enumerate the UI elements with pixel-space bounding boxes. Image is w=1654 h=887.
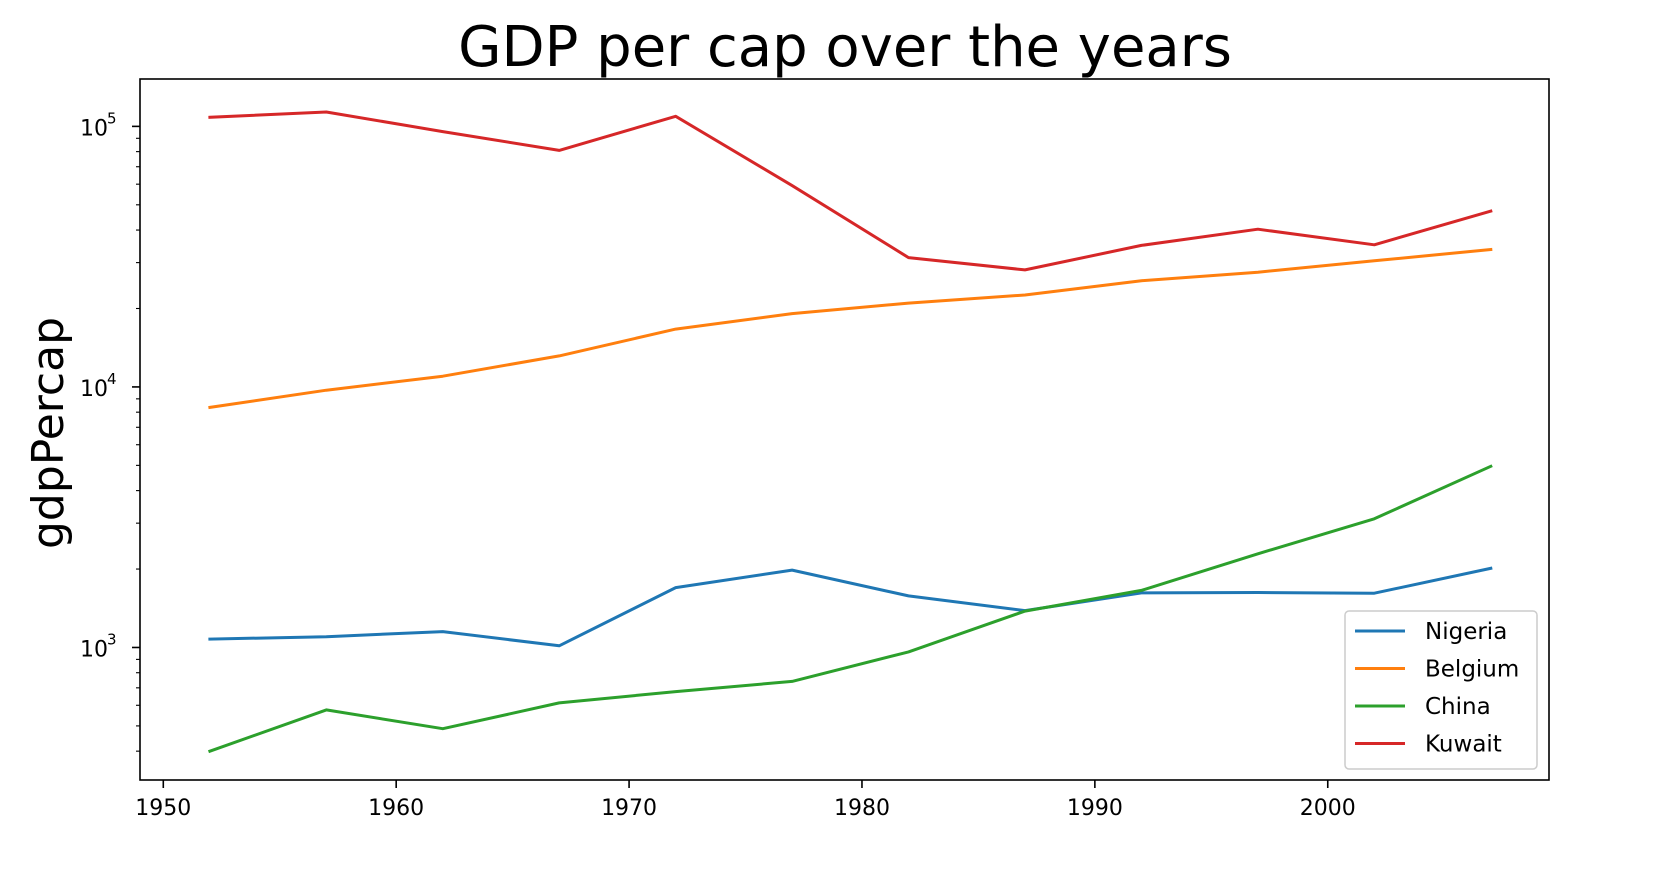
y-tick-label: 10 bbox=[80, 377, 108, 402]
y-tick-label: 10 bbox=[80, 637, 108, 662]
x-tick-label: 1970 bbox=[601, 796, 657, 821]
chart-title: GDP per cap over the years bbox=[458, 15, 1232, 80]
x-tick-label: 2000 bbox=[1300, 796, 1356, 821]
x-tick-label: 1950 bbox=[135, 796, 191, 821]
y-tick-exponent: 3 bbox=[107, 630, 117, 648]
x-tick-label: 1980 bbox=[834, 796, 890, 821]
series-line-belgium bbox=[208, 247, 1493, 410]
y-tick-label: 10 bbox=[80, 116, 108, 141]
series-line-nigeria bbox=[208, 566, 1493, 648]
x-axis: 1950 1960 1970 1980 1990 2000 bbox=[135, 780, 1356, 821]
x-tick-label: 1990 bbox=[1067, 796, 1123, 821]
plot-frame bbox=[139, 78, 1550, 781]
legend-label-kuwait: Kuwait bbox=[1425, 732, 1502, 758]
plot-lines bbox=[207, 110, 1493, 754]
legend: Nigeria Belgium China Kuwait bbox=[1344, 610, 1538, 770]
legend-label-belgium: Belgium bbox=[1425, 657, 1519, 683]
legend-box bbox=[1344, 610, 1538, 770]
legend-label-nigeria: Nigeria bbox=[1425, 619, 1507, 645]
y-axis-label: gdpPercap bbox=[23, 317, 74, 549]
x-tick-label: 1960 bbox=[368, 796, 424, 821]
series-line-kuwait bbox=[208, 110, 1493, 272]
series-line-china bbox=[207, 464, 1493, 754]
legend-label-china: China bbox=[1425, 694, 1491, 720]
y-tick-exponent: 5 bbox=[107, 109, 117, 127]
y-tick-exponent: 4 bbox=[107, 370, 117, 388]
